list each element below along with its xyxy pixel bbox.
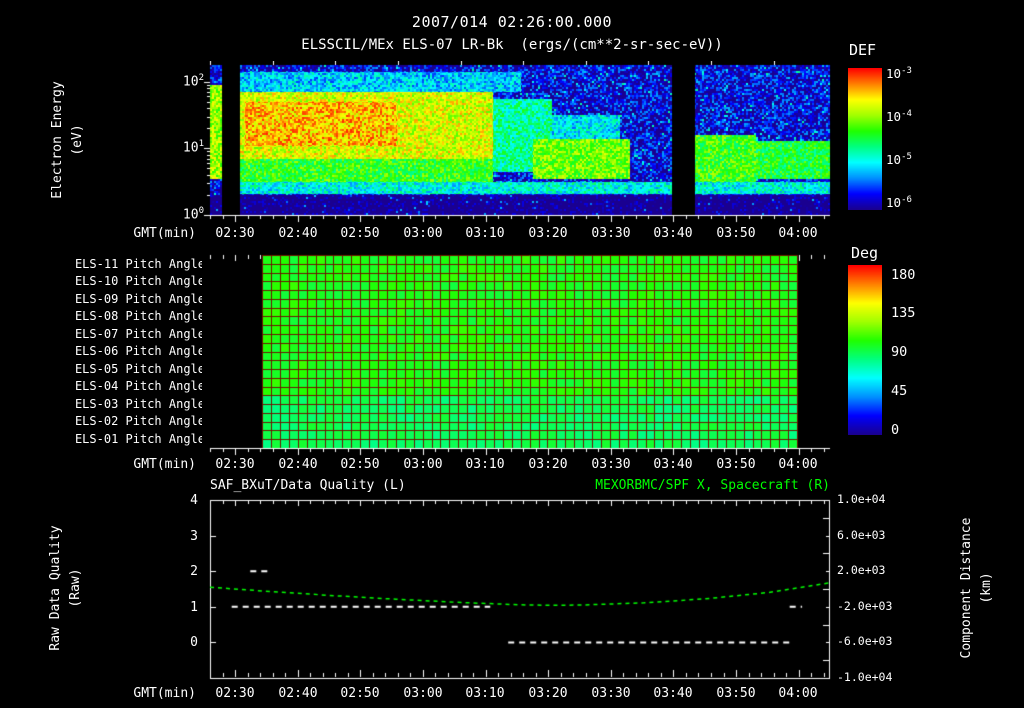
row-label-els10: ELS-10 Pitch Angle — [74, 274, 205, 288]
spectrogram-ylabel: Electron Energy (eV) — [49, 81, 85, 199]
time-tick: 03:10 — [465, 226, 505, 241]
time-tick: 02:40 — [278, 457, 318, 472]
bottom-right-ylabel: Component Distance (km) — [958, 517, 994, 659]
time-tick: 03:50 — [716, 457, 756, 472]
time-tick: 02:50 — [340, 686, 380, 701]
quality-tick: 1 — [190, 600, 198, 615]
quality-tick: 0 — [190, 635, 198, 650]
def-cb-tick: 10-5 — [886, 152, 912, 168]
time-tick: 02:40 — [278, 686, 318, 701]
time-tick: 03:20 — [528, 226, 568, 241]
row-label-els01: ELS-01 Pitch Angle — [74, 432, 205, 446]
colorbar-def-label: DEF — [849, 41, 877, 59]
quality-tick: 4 — [190, 493, 198, 508]
deg-cb-tick: 135 — [891, 305, 916, 321]
row-label-els02: ELS-02 Pitch Angle — [74, 414, 205, 428]
time-axis-row-3: GMT(min) 02:30 02:40 02:50 03:00 03:10 0… — [0, 686, 1024, 702]
time-tick: 03:30 — [591, 686, 631, 701]
energy-tick-10: 101 — [182, 139, 204, 156]
def-cb-tick: 10-6 — [886, 195, 912, 211]
quality-tick: 2 — [190, 564, 198, 579]
distance-tick: -2.0e+03 — [837, 599, 893, 613]
row-label-els08: ELS-08 Pitch Angle — [74, 309, 205, 323]
time-tick: 03:00 — [403, 686, 443, 701]
time-tick: 03:10 — [465, 457, 505, 472]
gmt-label: GMT(min) — [133, 457, 196, 472]
row-label-els09: ELS-09 Pitch Angle — [74, 292, 205, 306]
time-tick: 02:30 — [215, 457, 255, 472]
timestamp: 2007/014 02:26:00.000 — [411, 13, 613, 31]
deg-cb-tick: 0 — [891, 422, 900, 438]
time-tick: 03:50 — [716, 686, 756, 701]
time-tick: 02:30 — [215, 686, 255, 701]
pitch-canvas — [202, 251, 834, 456]
row-label-els06: ELS-06 Pitch Angle — [74, 344, 205, 358]
def-cb-tick: 10-4 — [886, 109, 912, 125]
time-tick: 03:40 — [653, 226, 693, 241]
time-tick: 02:30 — [215, 226, 255, 241]
time-tick: 03:20 — [528, 457, 568, 472]
row-label-els07: ELS-07 Pitch Angle — [74, 327, 205, 341]
deg-colorbar — [848, 265, 882, 435]
time-tick: 02:50 — [340, 226, 380, 241]
distance-tick: -6.0e+03 — [837, 634, 893, 648]
energy-tick-1: 100 — [182, 206, 204, 223]
quality-tick: 3 — [190, 529, 198, 544]
bottom-left-ylabel: Raw Data Quality (Raw) — [47, 525, 83, 651]
time-tick: 03:00 — [403, 457, 443, 472]
deg-cb-tick: 90 — [891, 344, 908, 360]
deg-cb-tick: 45 — [891, 383, 908, 399]
def-cb-tick: 10-3 — [886, 66, 912, 82]
deg-cb-tick: 180 — [891, 267, 916, 283]
spectrogram-canvas — [202, 61, 834, 223]
time-tick: 03:40 — [653, 686, 693, 701]
time-tick: 02:40 — [278, 226, 318, 241]
time-tick: 03:20 — [528, 686, 568, 701]
colorbar-deg-label: Deg — [851, 244, 879, 262]
bottom-right-title: MEXORBMC/SPF X, Spacecraft (R) — [595, 478, 830, 493]
time-tick: 03:10 — [465, 686, 505, 701]
time-tick: 04:00 — [778, 457, 818, 472]
distance-tick: -1.0e+04 — [837, 670, 893, 684]
instrument-title: ELSSCIL/MEx ELS-07 LR-Bk — [301, 37, 504, 53]
time-axis-row-2: GMT(min) 02:30 02:40 02:50 03:00 03:10 0… — [0, 457, 1024, 473]
energy-tick-100: 102 — [182, 73, 204, 90]
gmt-label: GMT(min) — [133, 686, 196, 701]
time-tick: 03:40 — [653, 457, 693, 472]
bottom-left-title: SAF_BXuT/Data Quality (L) — [210, 478, 406, 493]
time-tick: 03:50 — [716, 226, 756, 241]
time-tick: 04:00 — [778, 226, 818, 241]
units-title: (ergs/(cm**2-sr-sec-eV)) — [520, 37, 723, 53]
distance-tick: 2.0e+03 — [837, 563, 886, 577]
row-label-els05: ELS-05 Pitch Angle — [74, 362, 205, 376]
row-label-els04: ELS-04 Pitch Angle — [74, 379, 205, 393]
row-label-els03: ELS-03 Pitch Angle — [74, 397, 205, 411]
time-tick: 03:30 — [591, 457, 631, 472]
plot-title: ELSSCIL/MEx ELS-07 LR-Bk (ergs/(cm**2-sr… — [0, 37, 1024, 53]
def-colorbar — [848, 68, 882, 210]
distance-tick: 6.0e+03 — [837, 528, 886, 542]
quality-distance-canvas — [202, 494, 834, 686]
time-axis-row-1: GMT(min) 02:30 02:40 02:50 03:00 03:10 0… — [0, 226, 1024, 242]
time-tick: 02:50 — [340, 457, 380, 472]
time-tick: 03:00 — [403, 226, 443, 241]
distance-tick: 1.0e+04 — [837, 492, 886, 506]
row-label-els11: ELS-11 Pitch Angle — [74, 257, 205, 271]
time-tick: 03:30 — [591, 226, 631, 241]
gmt-label: GMT(min) — [133, 226, 196, 241]
time-tick: 04:00 — [778, 686, 818, 701]
